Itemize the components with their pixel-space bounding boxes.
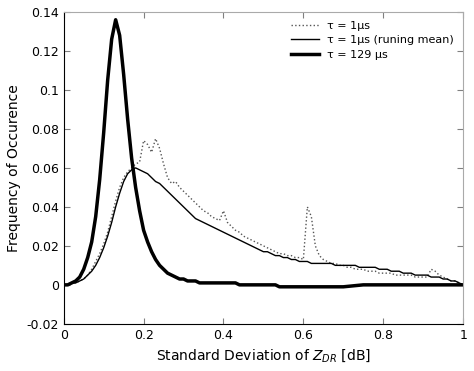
τ = 1μs bbox=[345, 265, 350, 270]
τ = 129 μs bbox=[460, 283, 466, 287]
τ = 1μs (runing mean) bbox=[365, 265, 370, 270]
τ = 1μs bbox=[365, 269, 370, 273]
τ = 1μs bbox=[304, 205, 310, 209]
τ = 129 μs bbox=[105, 78, 110, 82]
τ = 1μs (runing mean) bbox=[165, 189, 171, 194]
τ = 1μs (runing mean) bbox=[133, 166, 138, 170]
τ = 129 μs bbox=[61, 283, 66, 287]
τ = 1μs bbox=[165, 175, 171, 180]
τ = 129 μs bbox=[117, 33, 122, 37]
Line: τ = 1μs: τ = 1μs bbox=[64, 139, 463, 285]
τ = 1μs (runing mean) bbox=[304, 259, 310, 264]
X-axis label: Standard Deviation of $Z_{DR}$ [dB]: Standard Deviation of $Z_{DR}$ [dB] bbox=[156, 347, 371, 364]
τ = 1μs (runing mean) bbox=[89, 269, 94, 273]
τ = 1μs bbox=[460, 283, 466, 287]
Line: τ = 129 μs: τ = 129 μs bbox=[64, 20, 463, 287]
Y-axis label: Frequency of Occurence: Frequency of Occurence bbox=[7, 84, 21, 252]
τ = 129 μs bbox=[276, 285, 282, 289]
τ = 1μs (runing mean) bbox=[460, 283, 466, 287]
τ = 129 μs bbox=[440, 283, 446, 287]
τ = 1μs bbox=[153, 137, 158, 141]
τ = 1μs bbox=[248, 238, 254, 242]
τ = 129 μs bbox=[220, 281, 226, 285]
Line: τ = 1μs (runing mean): τ = 1μs (runing mean) bbox=[64, 168, 463, 285]
τ = 1μs (runing mean) bbox=[61, 283, 66, 287]
τ = 1μs bbox=[61, 283, 66, 287]
τ = 1μs bbox=[89, 267, 94, 272]
τ = 1μs (runing mean) bbox=[248, 244, 254, 248]
τ = 129 μs bbox=[113, 17, 118, 22]
Legend: τ = 1μs, τ = 1μs (runing mean), τ = 129 μs: τ = 1μs, τ = 1μs (runing mean), τ = 129 … bbox=[287, 17, 457, 63]
τ = 129 μs bbox=[273, 283, 278, 287]
τ = 129 μs bbox=[81, 267, 87, 272]
τ = 1μs (runing mean) bbox=[345, 263, 350, 267]
